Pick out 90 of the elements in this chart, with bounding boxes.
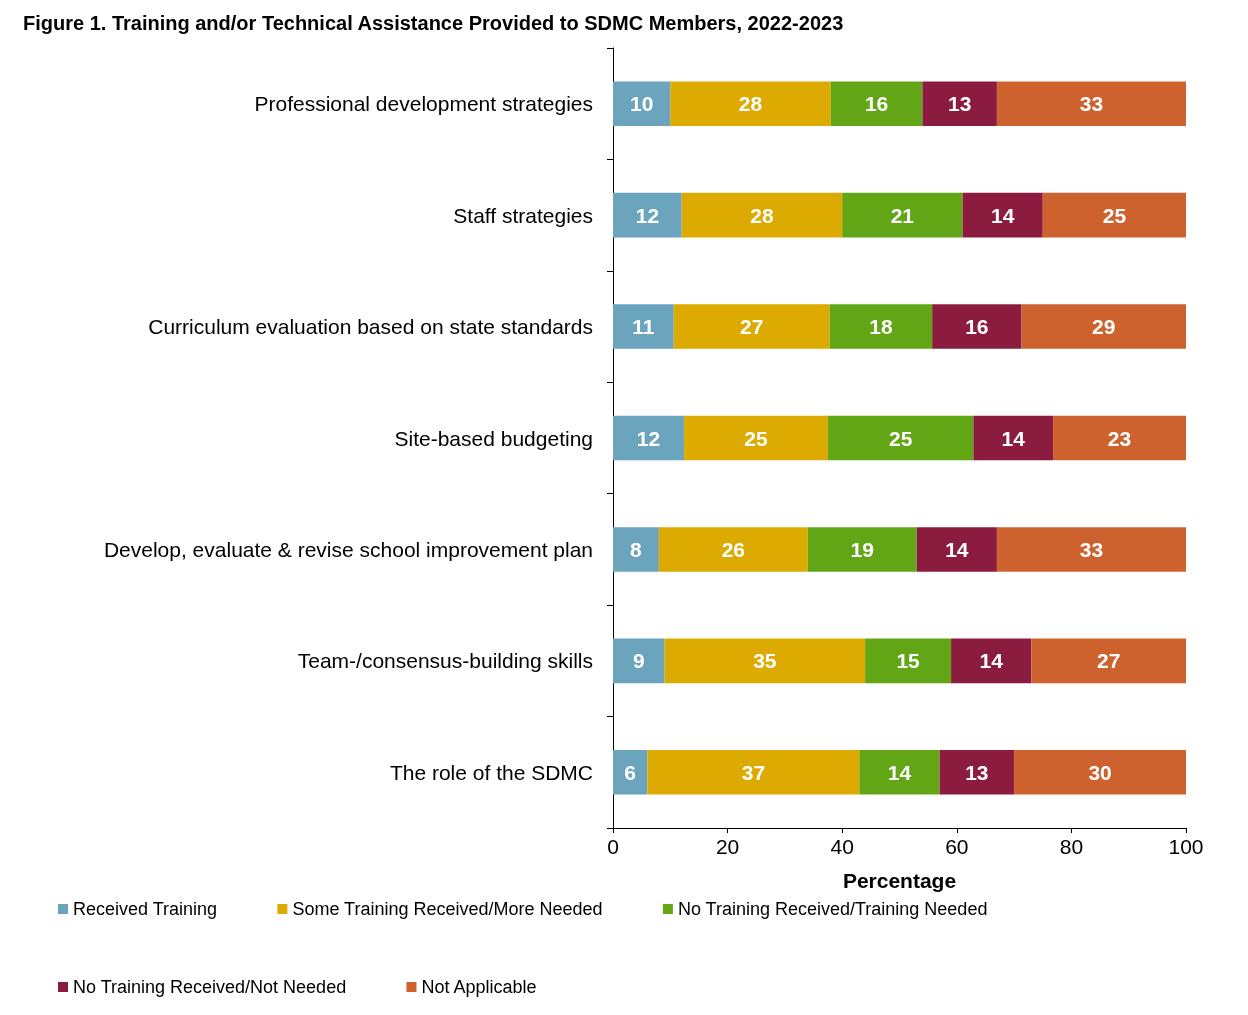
data-label: 14	[979, 649, 1004, 673]
data-label: 14	[945, 537, 969, 561]
bar	[1053, 415, 1186, 461]
data-label: 25	[744, 426, 768, 450]
x-axis-title: Percentage	[842, 869, 957, 892]
data-label: 16	[864, 92, 889, 116]
bar	[922, 81, 997, 126]
data-label: 35	[753, 649, 777, 673]
bar	[951, 638, 1032, 684]
data-label: 25	[888, 426, 913, 450]
y-tick-label: Team-/consensus-building skills	[297, 649, 593, 673]
legend-label: No Training Received/Training Needed	[677, 899, 988, 919]
legend-label: No Training Received/Not Needed	[73, 977, 347, 997]
data-label: 13	[947, 92, 972, 116]
bar	[829, 304, 933, 349]
bar	[613, 81, 671, 126]
data-label: 25	[1102, 203, 1127, 227]
data-label: 27	[1096, 649, 1121, 673]
data-label: 12	[636, 426, 661, 450]
data-label: 9	[632, 649, 645, 673]
bar	[613, 750, 648, 795]
data-label: 10	[629, 92, 654, 116]
data-label: 11	[632, 315, 655, 339]
bar	[996, 527, 1186, 572]
bar	[613, 192, 682, 238]
x-tick-label: 20	[715, 835, 740, 858]
data-label: 26	[721, 537, 746, 561]
y-tick-label: Develop, evaluate & revise school improvement plan	[103, 537, 593, 561]
bar	[647, 750, 860, 795]
data-label: 6	[624, 760, 637, 784]
data-label: 30	[1088, 760, 1112, 784]
data-label: 21	[890, 203, 915, 227]
data-label: 23	[1107, 426, 1132, 450]
bar	[1031, 638, 1186, 684]
data-label: 14	[1001, 426, 1026, 450]
bar	[664, 638, 866, 684]
bar	[827, 415, 974, 461]
bar	[842, 192, 963, 238]
bar	[939, 750, 1015, 795]
data-label: 28	[738, 92, 763, 116]
y-tick-label: The role of the SDMC	[389, 760, 593, 784]
bar	[916, 527, 997, 572]
data-label: 19	[850, 537, 874, 561]
bar	[865, 638, 952, 684]
bar	[613, 304, 674, 349]
y-tick-label: Staff strategies	[453, 203, 593, 227]
data-label: 15	[896, 649, 921, 673]
bar	[658, 527, 808, 572]
data-label: 33	[1079, 92, 1104, 116]
bar	[996, 81, 1186, 126]
x-tick-label: 60	[945, 835, 969, 858]
data-label: 27	[739, 315, 764, 339]
bar	[830, 81, 923, 126]
y-tick-label: Site-based budgeting	[394, 426, 593, 450]
x-tick-label: 40	[830, 835, 854, 858]
bar	[1021, 304, 1186, 349]
bar	[1014, 750, 1186, 795]
data-label: 16	[965, 315, 989, 339]
bar	[670, 81, 831, 126]
data-label: 37	[741, 760, 766, 784]
legend-label: Not Applicable	[421, 977, 537, 997]
data-label: 33	[1079, 537, 1104, 561]
x-tick-label: 100	[1168, 835, 1204, 858]
bar	[932, 304, 1022, 349]
bar	[807, 527, 917, 572]
legend-label: Some Training Received/More Needed	[292, 899, 603, 919]
y-tick-label: Curriculum evaluation based on state standards	[148, 315, 593, 339]
data-label: 14	[887, 760, 912, 784]
bar	[962, 192, 1043, 238]
bar	[613, 638, 665, 684]
data-label: 28	[750, 203, 774, 227]
data-label: 14	[990, 203, 1015, 227]
data-label: 8	[630, 537, 643, 561]
x-tick-label: 80	[1059, 835, 1084, 858]
data-label: 18	[869, 315, 893, 339]
bar	[613, 527, 659, 572]
data-label: 13	[965, 760, 989, 784]
bar	[613, 415, 685, 461]
data-label: 12	[635, 203, 660, 227]
bar	[973, 415, 1054, 461]
bar	[859, 750, 940, 795]
legend-label: Received Training	[73, 899, 218, 919]
x-tick-label: 0	[607, 835, 619, 858]
bar	[673, 304, 830, 349]
text: Figure 1. Training and/or Technical Assistance Provided to SDMC Members, 2022-2023	[23, 12, 844, 34]
data-label: 29	[1092, 315, 1116, 339]
bar	[681, 192, 843, 238]
bar	[684, 415, 828, 461]
y-tick-label: Professional development strategies	[254, 92, 593, 116]
bar	[1042, 192, 1186, 238]
